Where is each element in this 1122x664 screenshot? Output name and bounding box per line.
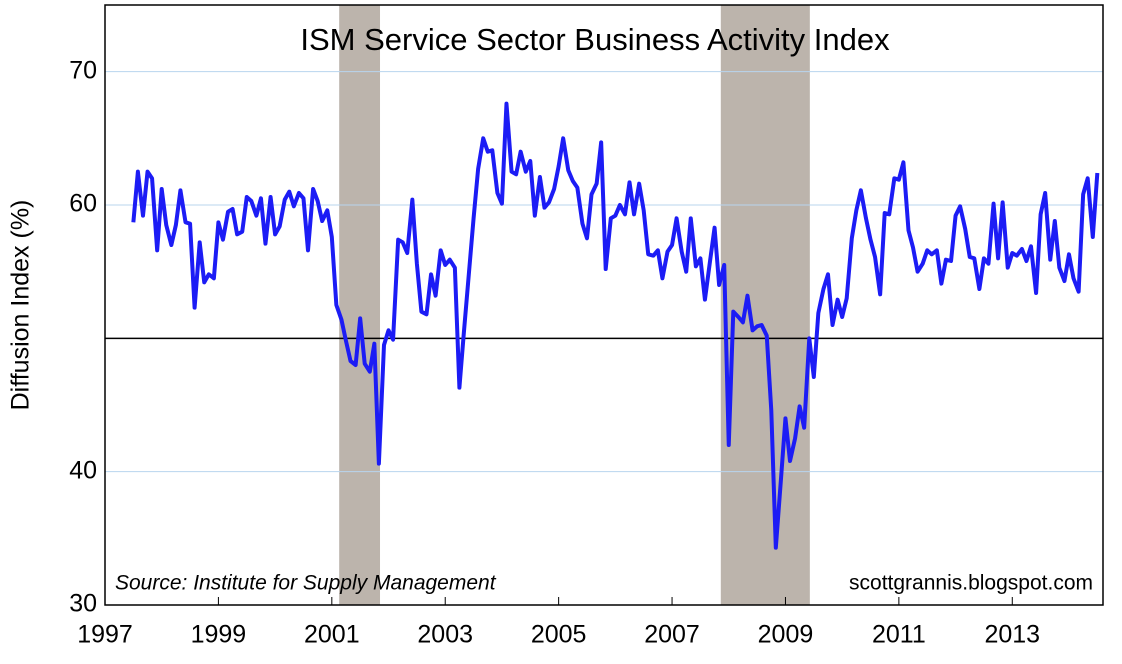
x-tick-label: 2013	[984, 621, 1040, 649]
recession-band	[339, 5, 381, 605]
y-axis-label: Diffusion Index (%)	[7, 200, 35, 411]
recession-band	[720, 5, 810, 605]
x-tick-label: 2001	[304, 621, 360, 649]
x-tick-label: 2011	[872, 621, 926, 649]
x-tick-label: 1997	[77, 621, 133, 649]
plot-border	[104, 4, 1104, 606]
y-tick-label: 40	[69, 456, 97, 484]
y-tick-label: 60	[69, 190, 97, 218]
x-tick-label: 2003	[417, 621, 473, 649]
x-tick-label: 2009	[758, 621, 814, 649]
credit-note: scottgrannis.blogspot.com	[849, 572, 1093, 595]
source-note: Source: Institute for Supply Management	[115, 572, 497, 595]
chart-title: ISM Service Sector Business Activity Ind…	[300, 22, 890, 57]
x-tick-label: 2005	[531, 621, 587, 649]
y-tick-label: 70	[69, 56, 97, 84]
x-tick-label: 2007	[644, 621, 700, 649]
plot-background	[105, 5, 1103, 605]
plot-underlay	[105, 5, 1103, 606]
x-tick-label: 1999	[191, 621, 247, 649]
y-tick-label: 30	[69, 590, 97, 618]
data-line	[131, 101, 1100, 550]
